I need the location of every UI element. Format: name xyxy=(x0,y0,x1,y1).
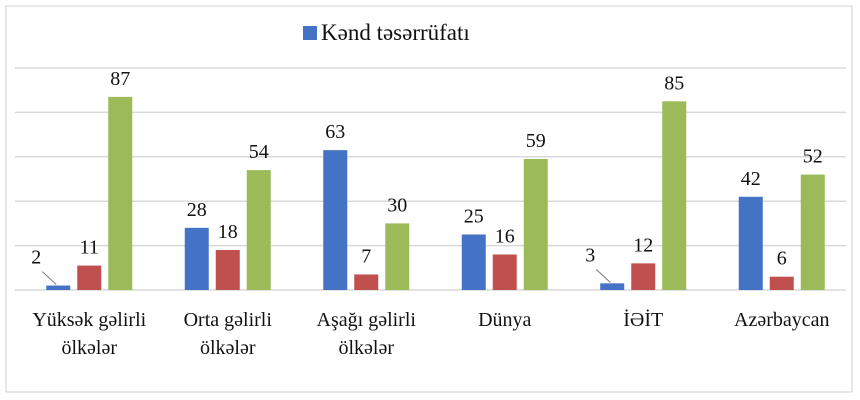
data-label: 87 xyxy=(110,68,130,90)
x-tick-label: Azərbaycan xyxy=(734,309,830,331)
data-label: 11 xyxy=(80,237,99,259)
bar xyxy=(108,96,133,290)
data-label: 7 xyxy=(361,245,371,267)
x-tick-label: Aşağı gəlirli ölkələr xyxy=(316,309,416,359)
bar xyxy=(184,227,209,290)
data-label: 59 xyxy=(526,130,546,152)
data-label: 85 xyxy=(664,72,684,94)
bar xyxy=(631,263,656,290)
bar xyxy=(246,170,271,290)
x-tick-label: Dünya xyxy=(478,309,532,331)
x-tick-label: Yüksək gəlirli ölkələr xyxy=(32,309,147,359)
data-label: 63 xyxy=(325,121,345,143)
data-label: 25 xyxy=(464,206,484,228)
data-label: 18 xyxy=(218,221,238,243)
chart-border xyxy=(5,5,853,393)
data-label: 30 xyxy=(387,194,407,216)
bar xyxy=(354,274,379,290)
bar xyxy=(77,265,102,290)
bar xyxy=(323,150,348,290)
data-label: 52 xyxy=(803,146,823,168)
bar xyxy=(461,234,486,290)
bar xyxy=(662,101,687,290)
data-label: 54 xyxy=(249,141,269,163)
bar xyxy=(738,196,763,290)
bar xyxy=(385,223,410,290)
bar xyxy=(769,276,794,290)
bar xyxy=(600,283,625,290)
label-leader xyxy=(595,268,611,283)
legend-swatch xyxy=(303,26,317,40)
legend-label: Kənd təsərrüfatı xyxy=(321,20,470,45)
bar xyxy=(492,254,517,290)
x-tick-label: Orta gəlirli ölkələr xyxy=(183,309,272,359)
bar xyxy=(46,285,71,290)
data-label: 12 xyxy=(633,234,653,256)
data-label: 42 xyxy=(741,168,761,190)
label-leader xyxy=(41,271,57,285)
bar xyxy=(523,159,548,290)
data-label: 16 xyxy=(495,225,515,247)
data-label: 2 xyxy=(31,247,41,269)
bar xyxy=(800,174,825,290)
bar xyxy=(215,250,240,290)
data-label: 6 xyxy=(777,248,787,270)
data-label: 3 xyxy=(585,244,595,266)
x-tick-label: İƏİT xyxy=(623,309,664,331)
data-label: 28 xyxy=(187,199,207,221)
